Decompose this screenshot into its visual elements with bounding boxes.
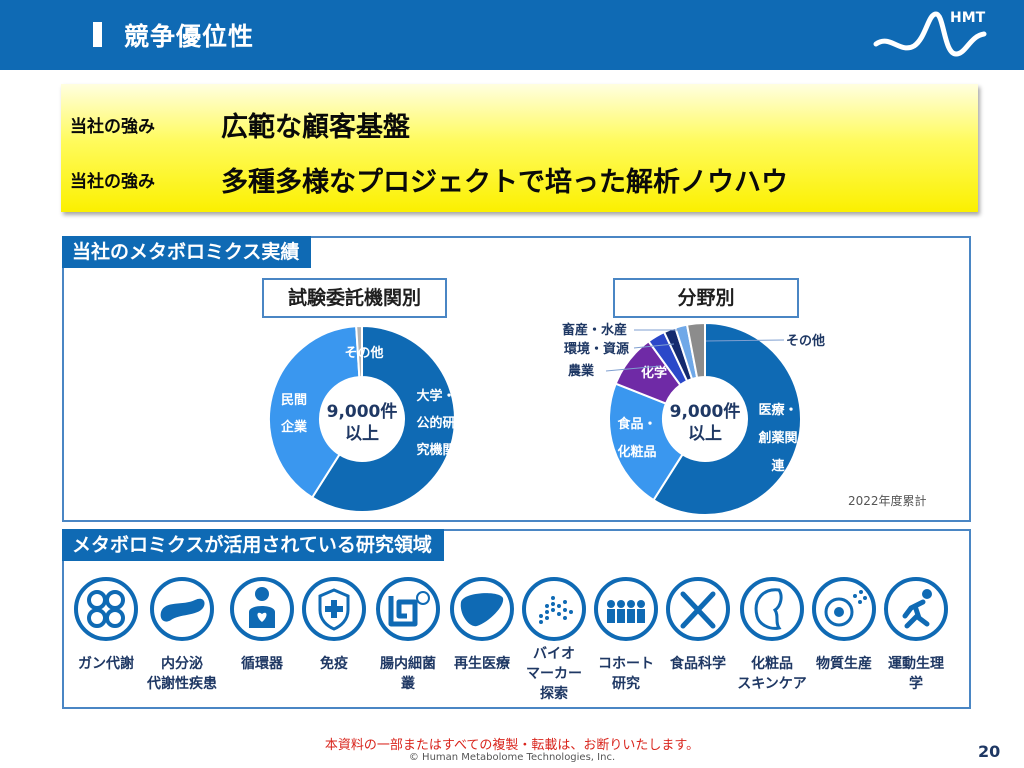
slice-label: 創薬関 [757, 430, 797, 446]
slice-leader-line [633, 343, 675, 349]
logo-text: HMT [950, 10, 986, 26]
face-profile-icon [740, 577, 804, 641]
slice-label: 究機関 [416, 442, 455, 458]
donut-slice [685, 321, 706, 379]
cell-production-icon [812, 577, 876, 641]
intestine-bacteria-icon [376, 577, 440, 641]
donut-slice [355, 324, 363, 379]
donut-center-label: 以上 [345, 424, 379, 444]
strength-row: 当社の強み 多種多様なプロジェクトで培った解析ノウハウ [70, 160, 788, 199]
field-label: 腸内細菌 叢 [380, 656, 436, 692]
donut-slice [310, 324, 456, 513]
slice-leader-line [705, 339, 785, 342]
strength-row: 当社の強み 広範な顧客基盤 [70, 105, 410, 144]
field-label: 運動生理 学 [888, 656, 944, 692]
donut-center-label: 9,000件 [670, 401, 741, 422]
slice-label: 化学 [641, 365, 667, 381]
page-title: 競争優位性 [124, 22, 255, 51]
slice-label: 企業 [280, 419, 308, 435]
research-fields-panel [62, 529, 971, 709]
slice-label: 大学・ [416, 388, 455, 404]
slice-label: 医療・ [758, 402, 797, 418]
field-label: 食品科学 [670, 656, 726, 672]
slice-label: 連 [771, 458, 785, 474]
field-label: 物質生産 [816, 656, 872, 672]
chart-title-by-client: 試験委託機関別 [262, 278, 447, 318]
slice-leader-line [605, 365, 661, 372]
fork-knife-icon [666, 577, 730, 641]
slice-label: 食品・ [617, 416, 656, 432]
donut-slice [652, 321, 802, 516]
donut-center-label: 以上 [688, 424, 722, 444]
field-label: バイオ マーカー 探索 [526, 646, 582, 702]
field-label: 循環器 [241, 656, 283, 672]
biomarker-dots-icon [522, 577, 586, 641]
slice-label: 農業 [568, 363, 595, 379]
donut-center-label: 9,000件 [327, 401, 398, 422]
slice-label: その他 [786, 333, 825, 349]
donut-slice [268, 325, 361, 499]
runner-icon [884, 577, 948, 641]
liver-icon [450, 577, 514, 641]
chart-title-by-field: 分野別 [613, 278, 799, 318]
title-marker [93, 22, 102, 47]
strength-tag: 当社の強み [70, 117, 155, 137]
strengths-callout: 当社の強み 広範な顧客基盤 当社の強み 多種多様なプロジェクトで培った解析ノウハウ [61, 84, 978, 212]
strength-text: 多種多様なプロジェクトで培った解析ノウハウ [221, 167, 788, 198]
person-heart-icon [230, 577, 294, 641]
results-heading: 当社のメタボロミクス実績 [62, 236, 312, 268]
research-fields-heading: メタボロミクスが活用されている研究領域 [62, 529, 444, 561]
field-label: 再生医療 [454, 656, 510, 672]
strength-text: 広範な顧客基盤 [221, 112, 410, 143]
field-label: コホート 研究 [598, 656, 654, 692]
pancreas-icon [150, 577, 214, 641]
field-label: 免疫 [320, 656, 348, 672]
copy-prohibition-note: 本資料の一部またはすべての複製・転載は、お断りいたします。 [324, 738, 700, 753]
hmt-wave-logo-icon [873, 11, 987, 57]
cohort-people-icon [594, 577, 658, 641]
strength-tag: 当社の強み [70, 172, 155, 192]
slice-label: 公的研 [416, 415, 455, 431]
cancer-cells-icon [74, 577, 138, 641]
slice-label: 環境・資源 [564, 341, 629, 357]
fiscal-year-note: 2022年度累計 [848, 494, 927, 508]
field-label: ガン代謝 [78, 656, 134, 672]
slice-label: その他 [344, 345, 383, 361]
slice-label: 化粧品 [617, 444, 656, 460]
field-label: 内分泌 代謝性疾患 [147, 656, 217, 692]
slice-label: 民間 [281, 393, 307, 408]
field-label: 化粧品 スキンケア [737, 656, 807, 692]
copyright: © Human Metabolome Technologies, Inc. [408, 752, 616, 763]
results-panel [62, 236, 971, 522]
header-bar: 競争優位性 HMT [0, 0, 1024, 70]
slice-label: 畜産・水産 [562, 322, 627, 338]
immune-shield-icon [302, 577, 366, 641]
page-number: 20 [978, 742, 1001, 761]
donut-slice [608, 382, 684, 502]
